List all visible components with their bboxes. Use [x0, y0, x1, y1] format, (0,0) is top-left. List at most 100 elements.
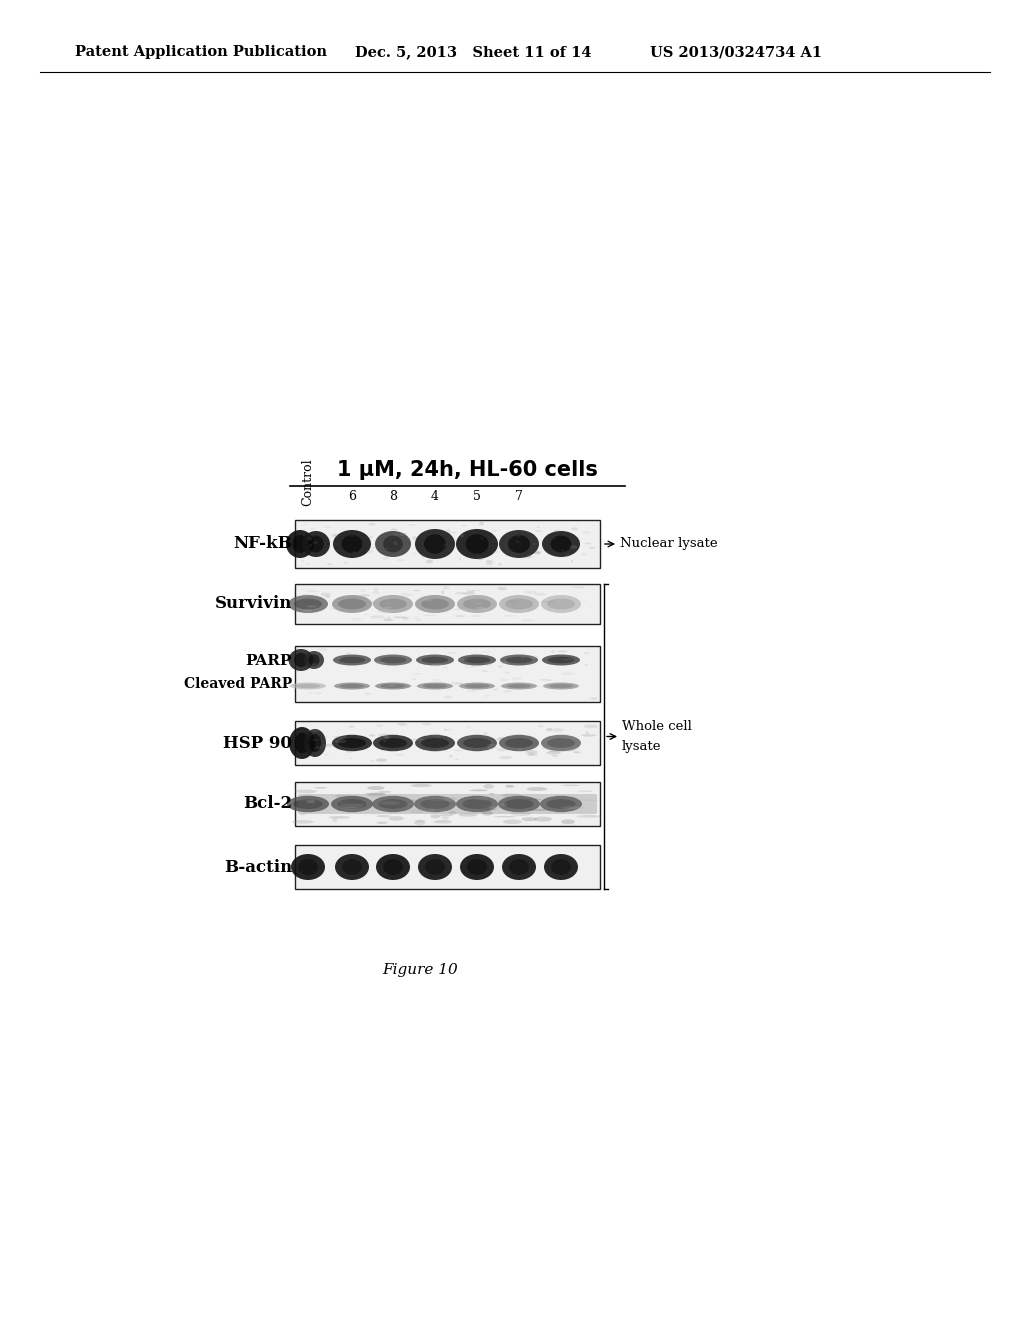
Ellipse shape — [312, 664, 316, 665]
Ellipse shape — [303, 610, 312, 612]
Text: 7: 7 — [515, 490, 523, 503]
Ellipse shape — [296, 799, 308, 800]
Ellipse shape — [433, 610, 447, 612]
Ellipse shape — [453, 750, 464, 751]
Ellipse shape — [583, 531, 590, 533]
Ellipse shape — [302, 560, 304, 561]
Ellipse shape — [508, 599, 516, 602]
Ellipse shape — [411, 738, 425, 741]
Ellipse shape — [334, 739, 346, 743]
Ellipse shape — [456, 796, 498, 812]
Ellipse shape — [546, 550, 548, 553]
Ellipse shape — [332, 606, 341, 610]
FancyBboxPatch shape — [298, 795, 597, 814]
Ellipse shape — [384, 685, 391, 688]
Ellipse shape — [540, 796, 582, 812]
Ellipse shape — [295, 684, 321, 688]
Ellipse shape — [553, 529, 561, 532]
Ellipse shape — [348, 726, 354, 727]
Ellipse shape — [292, 535, 307, 553]
Ellipse shape — [499, 595, 539, 612]
Ellipse shape — [413, 553, 417, 554]
Ellipse shape — [287, 796, 329, 812]
Ellipse shape — [457, 735, 497, 751]
Ellipse shape — [432, 734, 441, 738]
Text: 1 μM, 24h, HL-60 cells: 1 μM, 24h, HL-60 cells — [337, 459, 598, 480]
Ellipse shape — [500, 756, 512, 759]
Ellipse shape — [426, 560, 433, 564]
Ellipse shape — [413, 590, 421, 591]
Ellipse shape — [524, 591, 537, 594]
Ellipse shape — [295, 789, 316, 793]
Ellipse shape — [416, 655, 454, 665]
Ellipse shape — [441, 667, 449, 668]
Ellipse shape — [411, 800, 415, 801]
Ellipse shape — [503, 820, 522, 824]
Ellipse shape — [336, 801, 349, 803]
Ellipse shape — [309, 734, 322, 752]
Ellipse shape — [308, 536, 324, 553]
Ellipse shape — [383, 618, 391, 622]
Text: 8: 8 — [389, 490, 397, 503]
Ellipse shape — [498, 587, 507, 590]
Ellipse shape — [385, 607, 392, 609]
Text: Patent Application Publication: Patent Application Publication — [75, 45, 327, 59]
Ellipse shape — [358, 594, 371, 597]
Ellipse shape — [526, 752, 534, 756]
Ellipse shape — [480, 808, 496, 810]
Ellipse shape — [425, 529, 427, 532]
Ellipse shape — [348, 804, 371, 805]
Ellipse shape — [385, 548, 389, 549]
Ellipse shape — [423, 598, 433, 602]
Ellipse shape — [421, 598, 449, 610]
Ellipse shape — [359, 589, 367, 593]
Ellipse shape — [536, 550, 542, 553]
Ellipse shape — [306, 590, 319, 593]
Ellipse shape — [290, 682, 326, 689]
Ellipse shape — [481, 651, 492, 652]
Ellipse shape — [390, 528, 397, 531]
Ellipse shape — [524, 799, 542, 800]
Ellipse shape — [589, 546, 596, 549]
Ellipse shape — [373, 595, 413, 612]
Ellipse shape — [553, 537, 556, 540]
Ellipse shape — [542, 531, 580, 557]
Ellipse shape — [525, 746, 535, 748]
Ellipse shape — [338, 738, 366, 748]
Ellipse shape — [416, 685, 426, 688]
Ellipse shape — [530, 656, 539, 659]
Bar — [295, 721, 600, 766]
Ellipse shape — [499, 562, 502, 566]
Ellipse shape — [329, 816, 350, 818]
Text: Dec. 5, 2013   Sheet 11 of 14: Dec. 5, 2013 Sheet 11 of 14 — [355, 45, 592, 59]
Ellipse shape — [317, 648, 328, 651]
Ellipse shape — [337, 799, 367, 809]
Ellipse shape — [548, 657, 574, 663]
Ellipse shape — [343, 561, 349, 564]
Ellipse shape — [558, 599, 562, 602]
Ellipse shape — [439, 681, 444, 684]
Ellipse shape — [306, 800, 315, 804]
Ellipse shape — [492, 540, 496, 543]
Ellipse shape — [561, 820, 575, 824]
Ellipse shape — [498, 796, 540, 812]
Ellipse shape — [537, 527, 540, 528]
Ellipse shape — [411, 784, 432, 787]
Ellipse shape — [551, 859, 571, 875]
Ellipse shape — [415, 529, 455, 558]
Ellipse shape — [416, 619, 422, 622]
Ellipse shape — [584, 652, 591, 655]
Ellipse shape — [286, 531, 314, 558]
Ellipse shape — [346, 751, 352, 754]
Ellipse shape — [439, 814, 453, 816]
Ellipse shape — [482, 810, 493, 816]
Ellipse shape — [414, 616, 418, 619]
Ellipse shape — [304, 729, 326, 756]
Ellipse shape — [463, 803, 469, 804]
Ellipse shape — [332, 818, 338, 822]
Ellipse shape — [488, 793, 495, 795]
Ellipse shape — [519, 610, 526, 611]
Ellipse shape — [493, 529, 498, 532]
Ellipse shape — [558, 651, 567, 652]
Ellipse shape — [427, 801, 439, 805]
